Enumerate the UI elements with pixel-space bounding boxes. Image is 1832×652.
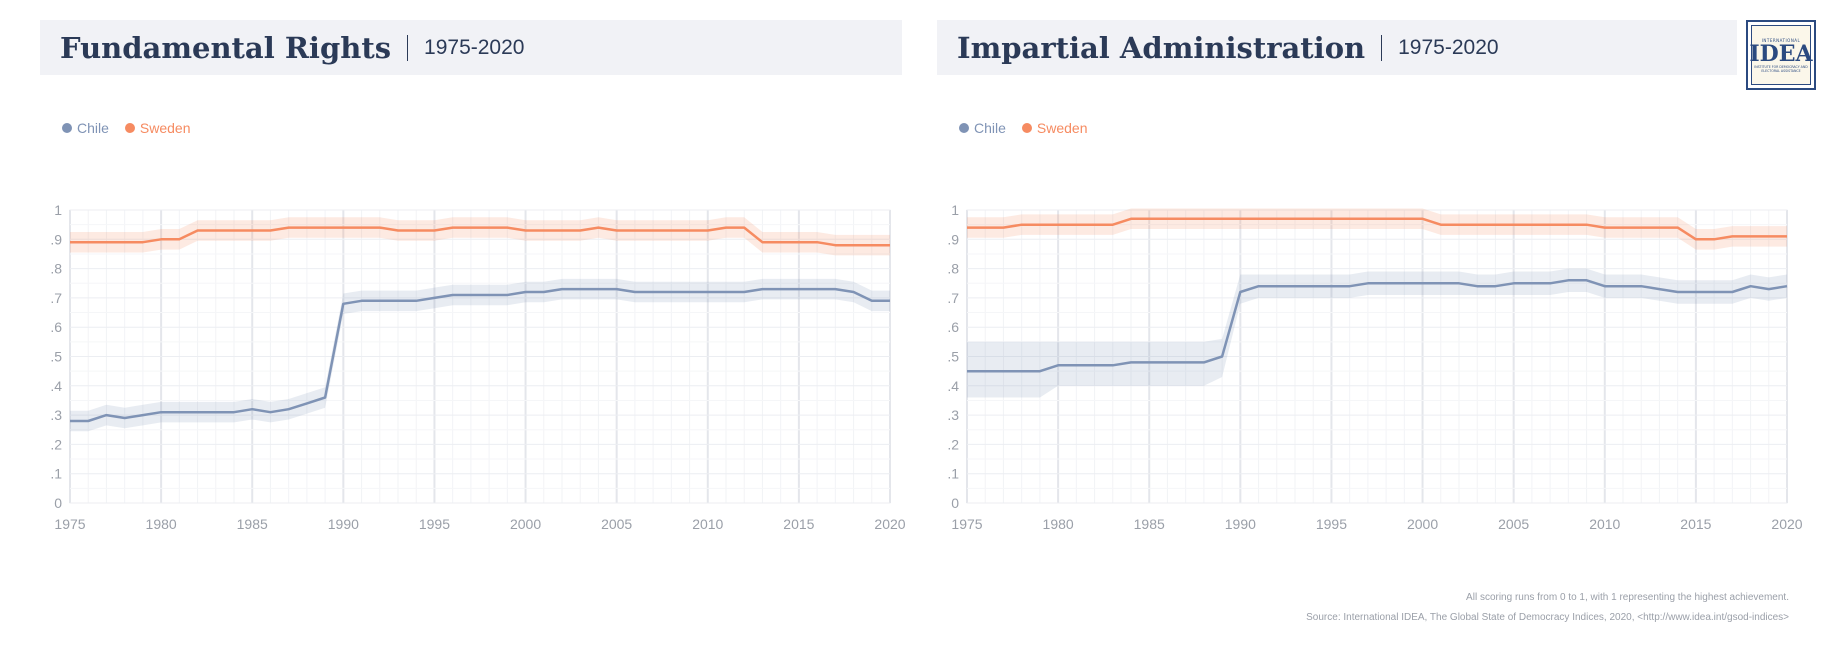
x-tick-label: 2000 (1407, 516, 1438, 532)
series-line-chile[interactable] (967, 279, 1788, 373)
panel-header: Fundamental Rights 1975-2020 (40, 20, 902, 75)
y-tick-label: .6 (50, 319, 62, 335)
chart-impartial-administration: 0 .1 .2 .3 .4 .5 .6 .7 .8 .9 1 1975 1980 1985 1990 1995… (947, 202, 1802, 532)
panel-fundamental-rights: Fundamental Rights 1975-2020 Chile Swede… (40, 20, 906, 580)
y-tick-label: .3 (50, 407, 62, 423)
panel-title: Fundamental Rights (60, 30, 392, 65)
y-tick-label: .6 (947, 319, 959, 335)
legend-label-sweden: Sweden (1036, 120, 1088, 136)
panel-period: 1975-2020 (424, 35, 525, 59)
confidence-band-sweden (967, 208, 1787, 250)
panel-period: 1975-2020 (1398, 35, 1499, 59)
title-divider (407, 34, 409, 61)
legend-item-sweden[interactable]: Sweden (1021, 120, 1088, 136)
y-tick-label: .4 (947, 378, 959, 394)
x-tick-label: 1975 (54, 516, 85, 532)
x-tick-label: 1990 (1225, 516, 1256, 532)
chart-fundamental-rights: 0 .1 .2 .3 .4 .5 .6 .7 .8 .9 1 1975 1980 1985 1990 1995… (50, 202, 905, 532)
y-tick-label: .3 (947, 407, 959, 423)
x-tick-label: 1975 (951, 516, 982, 532)
series-line-chile[interactable] (70, 287, 890, 423)
legend-dot-chile (959, 123, 969, 133)
logo-inner: INTERNATIONAL IDEA INSTITUTE FOR DEMOCRA… (1749, 25, 1813, 85)
x-tick-label: 2020 (1771, 516, 1802, 532)
confidence-band-sweden (70, 217, 890, 256)
confidence-band-chile (967, 268, 1787, 398)
legend-label-sweden: Sweden (139, 120, 191, 136)
legend-item-chile[interactable]: Chile (959, 120, 1006, 136)
y-tick-label: .5 (947, 349, 959, 365)
y-tick-label: .4 (50, 378, 62, 394)
legend-label-chile: Chile (77, 120, 109, 136)
panel-header: Impartial Administration 1975-2020 (937, 20, 1737, 75)
idea-logo[interactable]: INTERNATIONAL IDEA INSTITUTE FOR DEMOCRA… (1746, 20, 1816, 90)
y-tick-label: .8 (50, 261, 62, 277)
panel-title: Impartial Administration (957, 30, 1366, 65)
y-tick-label: .5 (50, 349, 62, 365)
y-tick-label: .9 (50, 231, 62, 247)
x-tick-label: 2005 (1498, 516, 1529, 532)
y-tick-label: .2 (50, 436, 62, 452)
logo-mark: IDEA (1749, 40, 1813, 67)
y-tick-label: .1 (50, 466, 62, 482)
x-tick-label: 1990 (328, 516, 359, 532)
x-tick-label: 2005 (601, 516, 632, 532)
x-tick-label: 1980 (1043, 516, 1074, 532)
x-tick-label: 1985 (1134, 516, 1165, 532)
y-tick-label: .7 (50, 290, 62, 306)
x-tick-label: 1985 (237, 516, 268, 532)
series-line-sweden[interactable] (70, 226, 890, 247)
footer-note: All scoring runs from 0 to 1, with 1 rep… (1466, 592, 1789, 603)
x-tick-label: 1995 (419, 516, 450, 532)
y-tick-label: .2 (947, 436, 959, 452)
y-tick-label: 1 (951, 202, 959, 218)
legend-dot-sweden (124, 123, 135, 133)
y-tick-label: .8 (947, 261, 959, 277)
title-divider (1381, 34, 1383, 61)
confidence-band-chile (70, 278, 890, 432)
x-tick-label: 2020 (874, 516, 905, 532)
legend-item-chile[interactable]: Chile (62, 120, 109, 136)
y-tick-label: 0 (951, 495, 959, 511)
legend-dot-sweden (1021, 123, 1032, 133)
legend: Chile Sweden (959, 120, 1088, 136)
logo-top-text: INTERNATIONAL (1761, 37, 1801, 43)
logo-bottom-text: INSTITUTE FOR DEMOCRACY AND ELECTORAL AS… (1754, 64, 1808, 73)
y-tick-label: .9 (947, 231, 959, 247)
y-tick-label: .1 (947, 466, 959, 482)
legend-label-chile: Chile (974, 120, 1006, 136)
grid (69, 209, 891, 504)
legend-dot-chile (62, 123, 72, 133)
x-tick-label: 2015 (783, 516, 814, 532)
x-tick-label: 2010 (1589, 516, 1620, 532)
y-tick-label: 1 (54, 202, 62, 218)
x-tick-label: 2000 (510, 516, 541, 532)
grid (966, 209, 1788, 504)
footer-source: Source: International IDEA, The Global S… (1306, 612, 1789, 623)
x-tick-label: 2015 (1680, 516, 1711, 532)
x-tick-label: 2010 (692, 516, 723, 532)
panel-impartial-administration: Impartial Administration 1975-2020 Chile… (937, 20, 1803, 580)
series-line-sweden[interactable] (967, 217, 1787, 241)
legend-item-sweden[interactable]: Sweden (124, 120, 191, 136)
y-tick-label: .7 (947, 290, 959, 306)
y-tick-label: 0 (54, 495, 62, 511)
x-tick-label: 1995 (1316, 516, 1347, 532)
legend: Chile Sweden (62, 120, 191, 136)
x-tick-label: 1980 (146, 516, 177, 532)
